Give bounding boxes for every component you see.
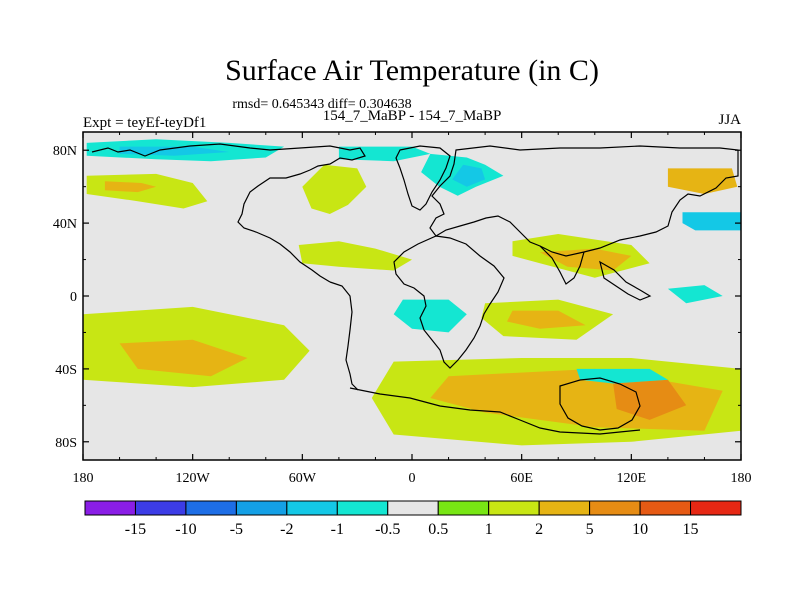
land-outline: [91, 143, 739, 435]
x-tick-label: 120W: [176, 471, 211, 486]
season-label: JJA: [718, 112, 741, 128]
x-tick-label: 0: [409, 471, 416, 486]
axis-ticks: 180 120W 60W 0 60E 120E 180 80N 40N 0 40S 80S: [53, 132, 752, 486]
coastline-africa: [393, 235, 505, 369]
y-tick-label: 40S: [55, 363, 77, 378]
colorbar-swatch: [185, 500, 237, 516]
colorbar-swatch: [488, 500, 540, 516]
contour-tropical-indian-core: [507, 310, 586, 329]
colorbar-label: -10: [175, 521, 196, 538]
colorbar-swatch: [437, 500, 490, 516]
x-tick-label: 60E: [510, 471, 533, 486]
stats-label: rmsd= 0.645343 diff= 0.304638: [232, 97, 411, 112]
colorbar-label: 15: [683, 521, 699, 538]
coastline-north-america: [91, 143, 366, 283]
colorbar-label: -1: [331, 521, 344, 538]
colorbar-label: -5: [230, 521, 243, 538]
colorbar-label: 1: [485, 521, 493, 538]
contour-asia-warm-core: [539, 248, 632, 271]
x-tick-label: 180: [731, 471, 752, 486]
coastline-south-america: [329, 281, 359, 391]
contour-atlantic-north-warm: [302, 164, 367, 214]
contour-north-pacific-core: [104, 181, 157, 193]
contour-midlat-atlantic-band: [298, 241, 412, 271]
colorbar-swatch: [538, 500, 591, 516]
contour-equatorial-cool: [393, 299, 467, 333]
colorbar-swatch: [387, 500, 439, 516]
colorbar: -15 -10 -5 -2 -1 -0.5 0.5 1 2 5 10 15: [84, 500, 742, 538]
coastline-se-asia: [599, 260, 652, 301]
colorbar-swatch: [336, 500, 389, 516]
colorbar-swatch: [235, 500, 288, 516]
coastline-antarctica-edge: [349, 387, 641, 435]
x-tick-label: 180: [73, 471, 94, 486]
coastline-australia: [559, 377, 641, 431]
coastline-india: [539, 245, 585, 285]
page-title: Surface Air Temperature (in C): [225, 54, 599, 87]
x-tick-label: 60W: [289, 471, 317, 486]
colorbar-label: 2: [535, 521, 543, 538]
colorbar-swatch: [589, 500, 641, 516]
colorbar-swatch: [134, 500, 187, 516]
colorbar-swatch: [690, 500, 742, 516]
y-tick-label: 40N: [53, 217, 77, 232]
y-tick-label: 80N: [53, 144, 77, 159]
y-tick-label: 0: [70, 290, 77, 305]
contour-west-pacific-cool: [682, 212, 741, 231]
contour-southern-ocean-cool: [576, 368, 668, 384]
colorbar-swatch: [84, 500, 136, 516]
colorbar-label: -2: [280, 521, 293, 538]
contour-arctic-cool-core: [119, 146, 230, 156]
y-tick-label: 80S: [55, 436, 77, 451]
colorbar-label: -15: [125, 521, 146, 538]
experiment-label: Expt = teyEf-teyDf1: [83, 115, 206, 131]
x-tick-label: 120E: [617, 471, 647, 486]
case-label: 154_7_MaBP - 154_7_MaBP: [323, 108, 502, 124]
contour-equatorial-west-cool: [667, 285, 723, 304]
colorbar-label: 10: [632, 521, 648, 538]
colorbar-label: -0.5: [375, 521, 400, 538]
coastline-greenland: [395, 145, 451, 211]
contour-east-asia-warm: [667, 168, 738, 194]
colorbar-swatch: [286, 500, 338, 516]
colorbar-label: 0.5: [428, 521, 448, 538]
colorbar-label: 5: [586, 521, 594, 538]
contour-south-pacific-core: [119, 339, 248, 377]
colorbar-swatch: [639, 500, 692, 516]
contour-eurasia-arctic-core: [452, 164, 486, 187]
